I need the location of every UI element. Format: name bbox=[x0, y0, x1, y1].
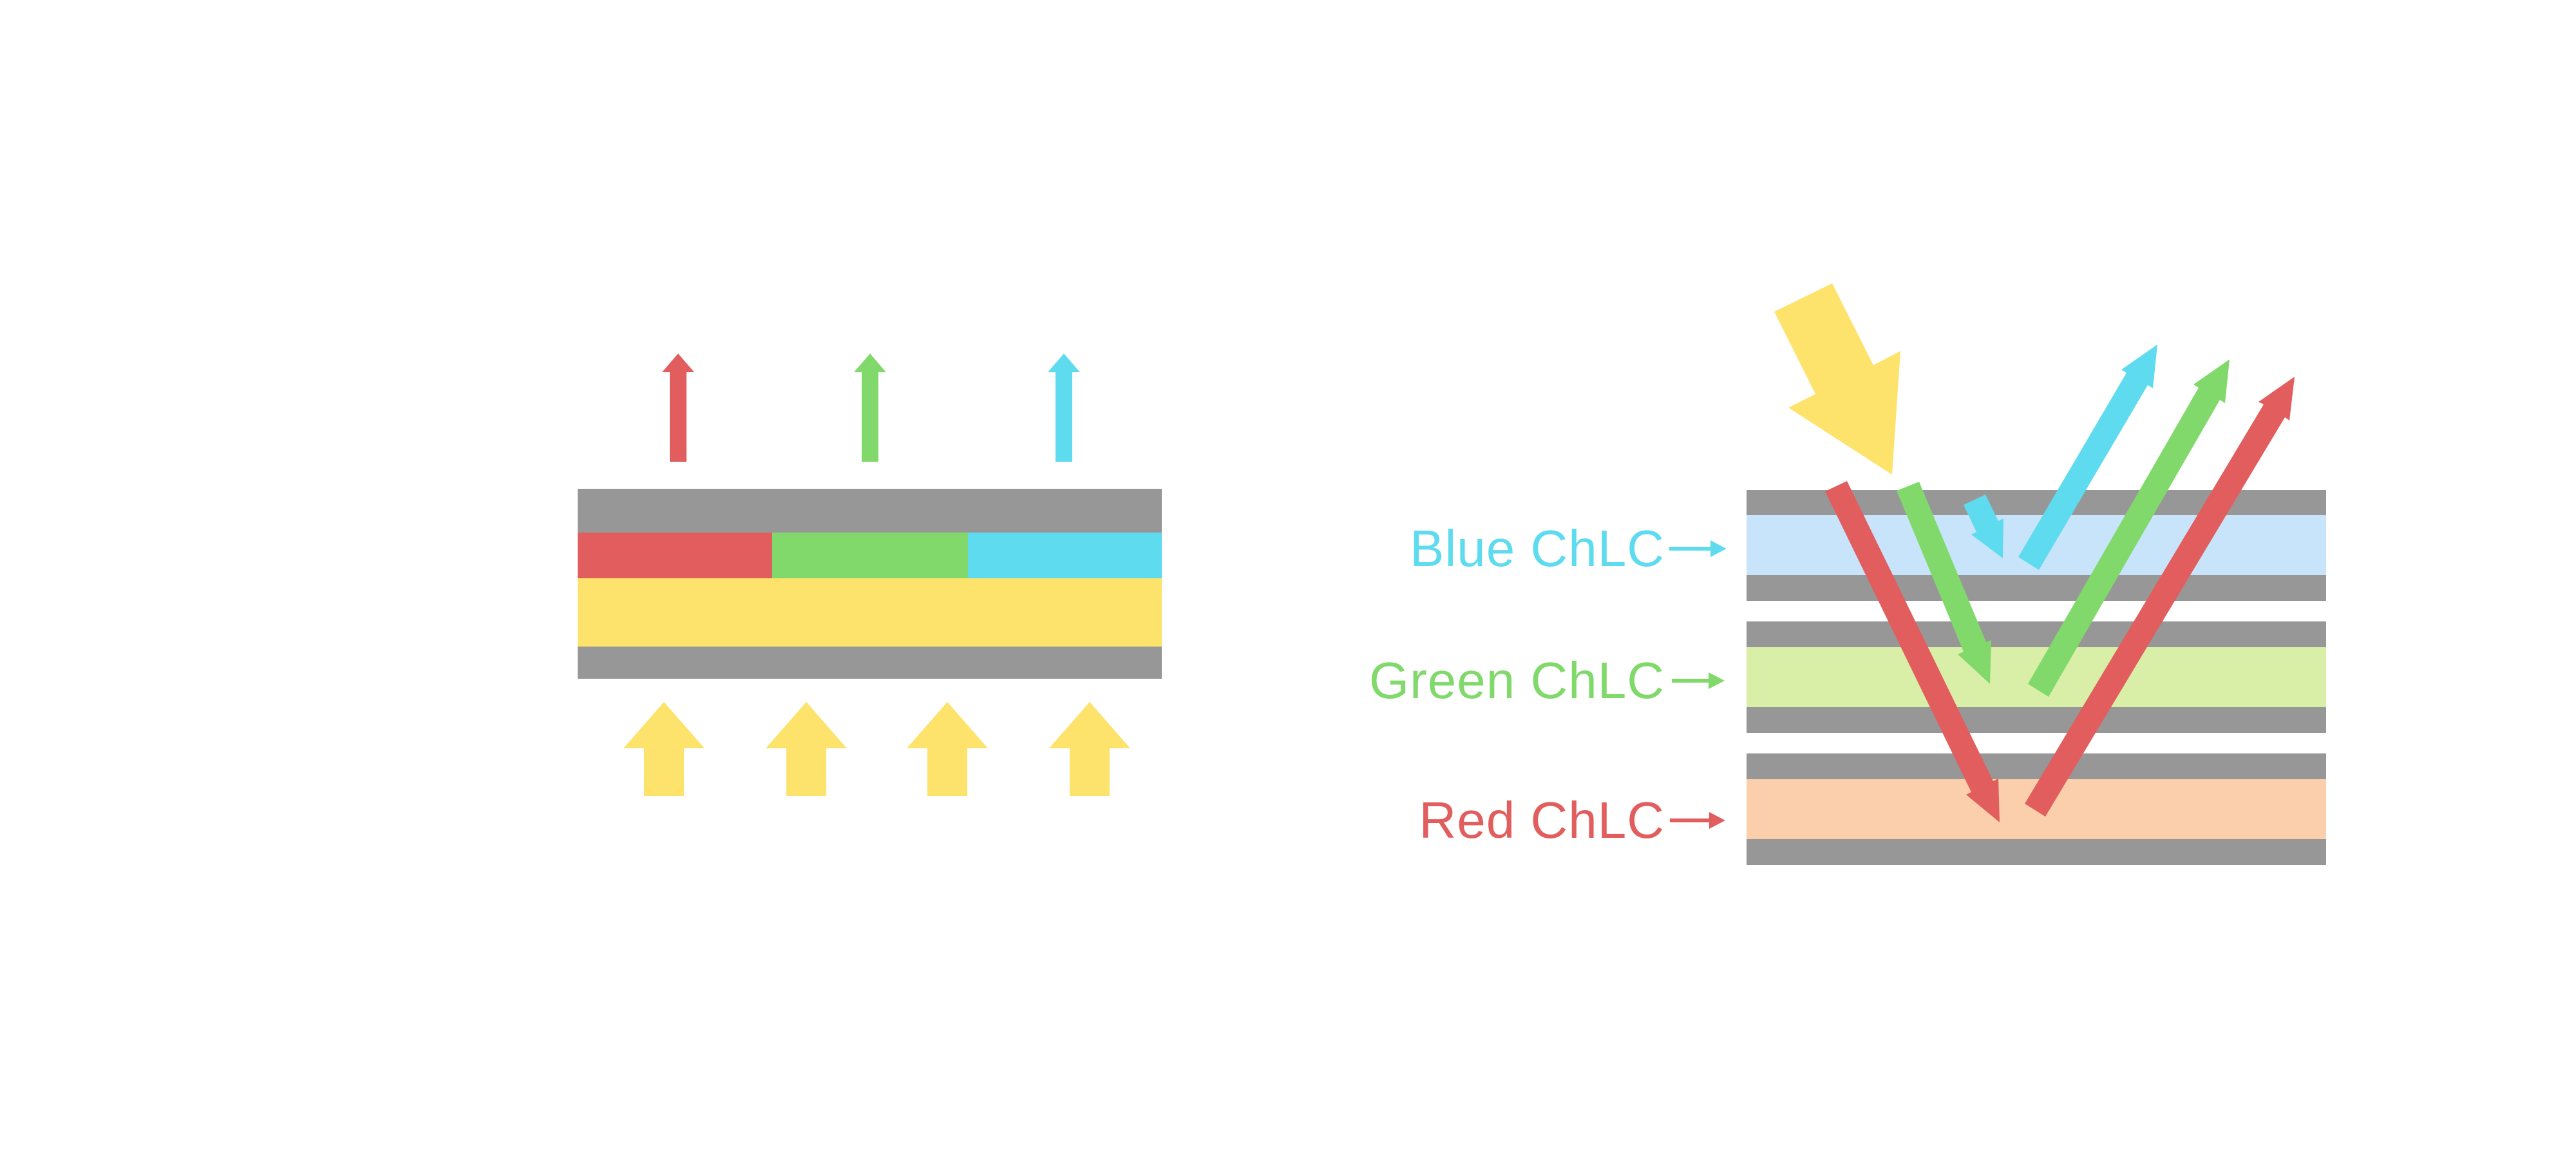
right-substrate-4 bbox=[1747, 707, 2326, 733]
left-panel bbox=[578, 354, 1162, 796]
incoming-cyan-ray-icon bbox=[1964, 495, 2003, 558]
right-substrate-2 bbox=[1747, 575, 2326, 601]
blue-label-pointer-arrow-icon bbox=[1669, 540, 1727, 557]
backlight-arrow-icon-4 bbox=[1049, 702, 1130, 796]
left-red-subpixel-segment bbox=[578, 533, 772, 578]
green-chlc-label: Green ChLC bbox=[1368, 652, 1665, 709]
left-backlight-layer bbox=[578, 578, 1162, 647]
emitted-green-arrow-icon bbox=[854, 354, 886, 462]
green-label-pointer-arrow-icon bbox=[1672, 672, 1725, 689]
left-top-substrate-layer bbox=[578, 489, 1162, 533]
left-cyan-subpixel-segment bbox=[968, 533, 1162, 578]
left-green-subpixel-segment bbox=[772, 533, 968, 578]
reflected-green-ray-icon bbox=[2028, 359, 2230, 697]
right-substrate-6 bbox=[1747, 839, 2326, 865]
backlight-arrow-icon-2 bbox=[766, 702, 847, 796]
emitted-cyan-arrow-icon bbox=[1048, 354, 1080, 462]
backlight-arrow-icon-3 bbox=[907, 702, 988, 796]
right-substrate-3 bbox=[1747, 621, 2326, 647]
incident-light-arrow-icon bbox=[1774, 283, 1900, 475]
reflected-cyan-ray-icon bbox=[2018, 345, 2157, 570]
left-bottom-substrate-layer bbox=[578, 647, 1162, 679]
right-panel bbox=[1669, 283, 2326, 865]
backlight-arrow-icon-1 bbox=[623, 702, 705, 796]
blue-chlc-label: Blue ChLC bbox=[1410, 520, 1665, 577]
reflected-red-ray-icon bbox=[2025, 377, 2295, 817]
red-label-pointer-arrow-icon bbox=[1670, 812, 1725, 829]
right-substrate-5 bbox=[1747, 753, 2326, 779]
emitted-red-arrow-icon bbox=[662, 354, 694, 462]
red-chlc-label: Red ChLC bbox=[1419, 791, 1665, 849]
incoming-red-ray-icon bbox=[1825, 481, 2000, 822]
incoming-green-ray-icon bbox=[1897, 482, 1991, 684]
